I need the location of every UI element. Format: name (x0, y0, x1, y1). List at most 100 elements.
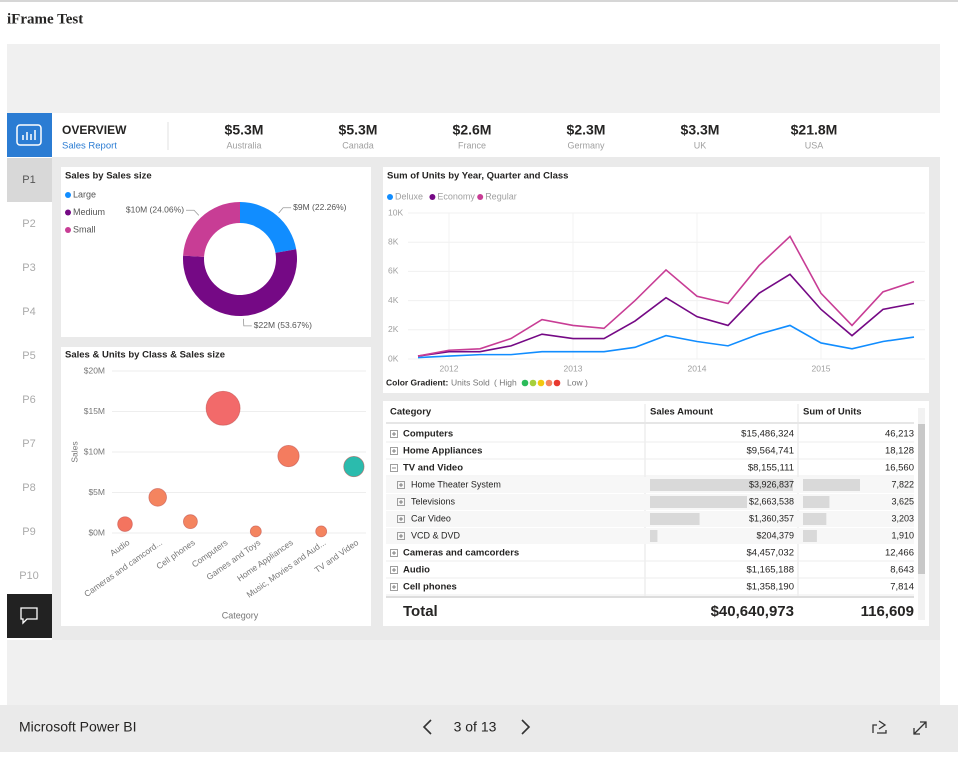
units-bar (803, 479, 860, 491)
expand-toggle[interactable] (397, 481, 405, 489)
kpi-label: Canada (342, 140, 374, 150)
legend-label: Economy (437, 191, 475, 201)
legend-marker (65, 209, 71, 216)
row-units: 3,625 (891, 496, 914, 506)
expand-toggle[interactable] (390, 430, 398, 438)
expand-toggle[interactable] (390, 583, 398, 591)
row-sales: $3,926,837 (749, 479, 794, 489)
y-tick-label: $10M (84, 446, 105, 456)
report-subtitle: Sales Report (62, 141, 117, 152)
gradient-title: Color Gradient: (386, 377, 449, 387)
y-tick-label: 8K (388, 236, 399, 246)
nav-page: P7 (22, 438, 35, 450)
next-page[interactable] (521, 719, 531, 735)
comment-icon (20, 607, 38, 625)
expand-toggle[interactable] (397, 532, 405, 540)
y-tick-label: $20M (84, 365, 105, 375)
bubble (249, 525, 262, 538)
row-sales: $1,358,190 (746, 582, 794, 593)
expand-toggle[interactable] (390, 464, 398, 472)
y-tick-label: $0M (88, 527, 105, 537)
row-sales: $15,486,324 (741, 429, 794, 440)
data-label: $9M (22.26%) (293, 202, 347, 212)
row-category: Audio (403, 565, 430, 576)
legend-marker (429, 194, 436, 200)
row-units: 16,560 (885, 463, 914, 474)
legend-label: Deluxe (395, 191, 423, 201)
header-bar (52, 113, 940, 157)
bubble (183, 514, 198, 530)
leader-line (186, 209, 200, 216)
donut-slice (240, 202, 297, 253)
row-category: Cameras and camcorders (403, 548, 519, 559)
gradient-dot (529, 379, 537, 387)
legend-label: Large (73, 189, 96, 199)
bubble (205, 390, 241, 426)
table-scroll-thumb[interactable] (918, 424, 925, 574)
chart-title: Sales by Sales size (65, 171, 152, 182)
chart-title: Sum of Units by Year, Quarter and Class (387, 171, 568, 182)
x-tick-label: 2015 (812, 363, 831, 373)
data-label: $22M (53.67%) (254, 320, 312, 330)
column-header: Sales Amount (650, 407, 714, 418)
footer-bar (0, 705, 958, 752)
sales-bar (650, 530, 658, 542)
row-category: TV and Video (403, 463, 463, 474)
top-border (0, 0, 958, 2)
page-title: iFrame Test (7, 11, 83, 27)
app-icon[interactable] (7, 113, 52, 157)
nav-page: P6 (22, 394, 35, 406)
legend-marker (65, 227, 71, 233)
donut-slice (183, 202, 240, 257)
legend-marker (387, 194, 393, 200)
gradient-dot (553, 379, 561, 387)
sales-bar (650, 496, 747, 508)
sales-bar (650, 479, 793, 491)
x-tick-label: 2012 (440, 363, 459, 373)
column-header: Sum of Units (803, 407, 862, 418)
fullscreen-button[interactable] (913, 721, 927, 735)
kpi-value: $5.3M (225, 122, 264, 138)
share-button[interactable] (872, 720, 887, 734)
nav-page: P9 (22, 526, 35, 538)
units-bar (803, 530, 817, 542)
prev-page[interactable] (422, 719, 432, 735)
row-sales: $8,155,111 (748, 463, 794, 474)
row-units: 7,822 (891, 479, 914, 489)
nav-selected (7, 158, 52, 202)
expand-toggle[interactable] (390, 549, 398, 557)
y-tick-label: 4K (388, 295, 399, 305)
legend-label: Medium (73, 207, 105, 217)
legend-marker (65, 192, 71, 198)
expand-toggle[interactable] (397, 498, 405, 506)
bubble (117, 516, 133, 532)
legend-marker (477, 194, 484, 200)
row-sales: $1,165,188 (746, 565, 794, 576)
row-units: 3,203 (891, 513, 914, 523)
comment-button[interactable] (7, 594, 52, 638)
expand-toggle[interactable] (390, 566, 398, 574)
total-sales: $40,640,973 (711, 603, 794, 620)
expand-toggle[interactable] (390, 447, 398, 455)
bubble (343, 456, 365, 478)
kpi-value: $21.8M (791, 122, 838, 138)
leader-line (278, 207, 292, 214)
legend-label: Regular (485, 191, 517, 201)
total-label: Total (403, 603, 438, 620)
nav-page: P10 (19, 570, 39, 582)
gradient-dot (537, 379, 545, 387)
app-icon-glyph (16, 124, 42, 146)
nav-page: P2 (22, 218, 35, 230)
total-units: 116,609 (861, 603, 914, 620)
kpi-label: USA (805, 140, 824, 150)
gradient-dot (521, 379, 529, 387)
x-tick-label: 2013 (564, 363, 583, 373)
nav-page: P4 (22, 306, 35, 318)
bubble (315, 525, 328, 538)
row-units: 8,643 (890, 565, 914, 576)
y-tick-label: 0K (388, 353, 399, 363)
expand-toggle[interactable] (397, 515, 405, 523)
chart-title: Sales & Units by Class & Sales size (65, 350, 225, 361)
